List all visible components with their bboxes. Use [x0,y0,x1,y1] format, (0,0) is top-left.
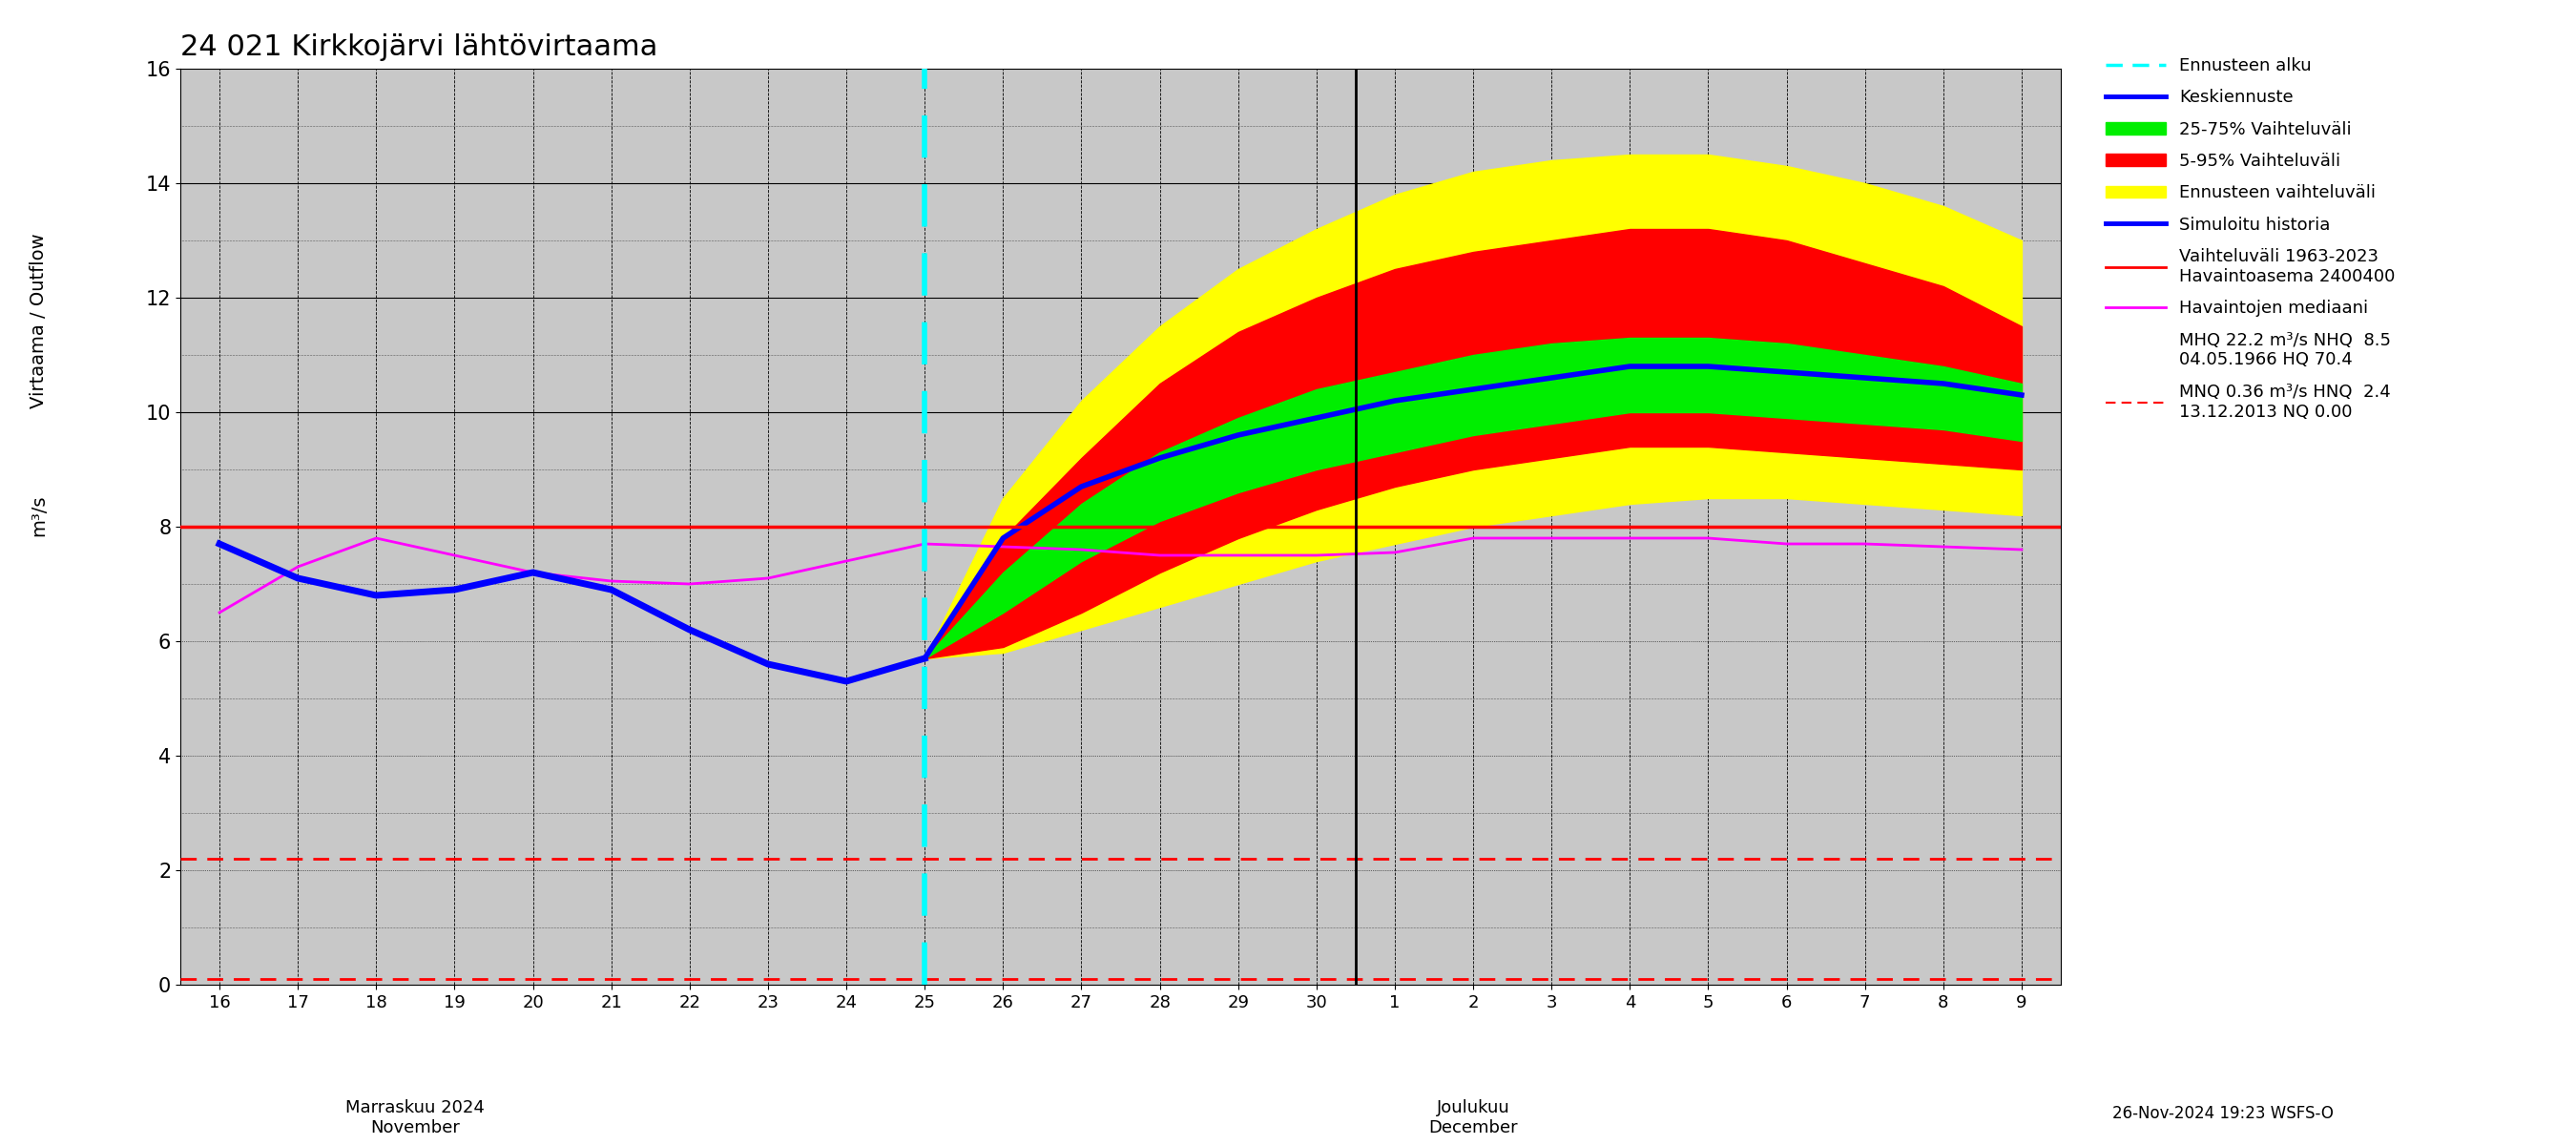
Text: 26-Nov-2024 19:23 WSFS-O: 26-Nov-2024 19:23 WSFS-O [2112,1105,2334,1122]
Text: m³/s: m³/s [28,495,49,536]
Text: Marraskuu 2024
November: Marraskuu 2024 November [345,1099,484,1136]
Text: Virtaama / Outflow: Virtaama / Outflow [28,232,49,409]
Legend: Ennusteen alku, Keskiennuste, 25-75% Vaihteluväli, 5-95% Vaihteluväli, Ennusteen: Ennusteen alku, Keskiennuste, 25-75% Vai… [2099,50,2403,427]
Text: Joulukuu
December: Joulukuu December [1430,1099,1517,1136]
Text: 24 021 Kirkkojärvi lähtövirtaama: 24 021 Kirkkojärvi lähtövirtaama [180,33,657,61]
